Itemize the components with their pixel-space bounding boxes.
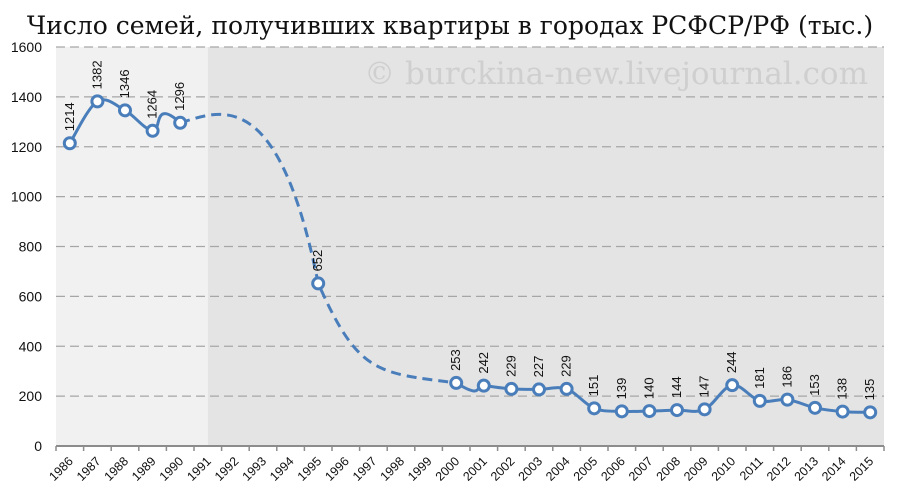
data-point-marker [62,136,77,151]
x-tick-label: 1994 [267,454,297,484]
data-label: 139 [614,378,629,400]
x-tick-label: 1996 [322,454,352,484]
x-tick-label: 1997 [350,454,380,484]
data-label: 144 [669,376,684,398]
data-label: 186 [779,366,794,388]
data-label: 140 [641,377,656,399]
x-tick-label: 2012 [764,454,794,484]
x-tick-label: 1989 [129,454,159,484]
x-axis: 1986198719881989199019911992199319941995… [46,445,885,484]
data-label: 153 [807,374,822,396]
x-tick-label: 1995 [295,454,325,484]
data-point-marker [614,404,629,419]
x-tick-label: 2004 [543,454,573,484]
x-tick-label: 1990 [157,454,187,484]
data-label: 227 [531,356,546,378]
data-label: 151 [586,375,601,397]
data-label: 253 [448,349,463,371]
y-tick-label: 1600 [11,39,42,55]
x-tick-label: 1991 [184,454,214,484]
data-point-marker [476,378,491,393]
data-label: 1296 [172,82,187,111]
y-tick-label: 600 [19,288,43,304]
data-label: 652 [310,250,325,272]
data-labels: 1214 1382 1346 1264 1296 652 253 242 229 227 229 15… [62,60,877,400]
data-label: 242 [476,352,491,374]
data-label: 1214 [62,102,77,131]
x-tick-label: 1987 [74,454,104,484]
x-tick-label: 2000 [433,454,463,484]
x-tick-label: 2006 [598,454,628,484]
x-tick-label: 2008 [654,454,684,484]
data-point-marker [725,378,740,393]
data-series [62,94,878,420]
data-point-marker [532,382,546,397]
y-tick-label: 200 [19,388,43,404]
data-point-marker [559,381,574,396]
data-label: 135 [862,379,877,401]
data-point-marker [808,400,822,415]
x-tick-label: 2015 [847,454,877,484]
data-point-marker [835,404,850,419]
data-point-marker [504,381,519,396]
watermark: © burckina-new.livejournal.com [364,56,868,92]
data-point-marker [587,401,602,416]
x-tick-label: 2009 [681,454,711,484]
y-tick-label: 1200 [11,139,42,155]
y-tick-label: 400 [19,338,43,354]
x-tick-label: 2005 [571,454,601,484]
x-tick-label: 2003 [516,454,546,484]
x-tick-label: 1998 [378,454,408,484]
gridlines [56,46,884,397]
data-point-marker [670,403,684,418]
y-tick-label: 1400 [11,89,42,105]
y-tick-label: 800 [19,239,43,255]
data-point-marker [449,375,464,390]
data-point-marker [863,405,878,420]
data-label: 1346 [117,69,132,98]
x-tick-label: 2002 [488,454,518,484]
x-tick-label: 2011 [737,454,766,483]
x-tick-label: 1993 [240,454,270,484]
y-tick-label: 0 [34,438,42,454]
data-label: 229 [559,355,574,377]
data-label: 147 [697,376,712,398]
data-label: 1382 [89,60,104,89]
data-point-marker [311,276,326,291]
interpolated-dashed-line [179,112,457,385]
data-label: 1264 [145,90,160,119]
data-point-marker [642,404,657,419]
x-tick-label: 2007 [626,454,656,484]
x-tick-label: 1999 [405,454,435,484]
x-tick-label: 1986 [46,454,76,484]
x-tick-label: 2001 [460,454,490,484]
x-tick-label: 2013 [792,454,822,484]
data-point-marker [697,402,712,417]
data-point-marker [118,103,132,118]
x-tick-label: 2010 [709,454,739,484]
data-label: 181 [752,367,767,389]
y-tick-label: 1000 [11,189,42,205]
data-point-marker [145,123,160,138]
data-label: 138 [835,378,850,400]
data-point-marker [90,94,105,109]
data-line [68,98,871,414]
data-point-marker [173,115,188,130]
x-tick-label: 2014 [819,454,849,484]
data-label: 229 [503,355,518,377]
y-axis: 0 200 400 600 800 1000 1200 1400 1600 [11,39,42,454]
data-point-marker [752,393,767,408]
chart-title: Число семей, получивших квартиры в город… [27,11,873,40]
data-point-marker [780,392,795,407]
data-label: 244 [724,351,739,373]
x-tick-label: 1988 [102,454,132,484]
x-tick-label: 1992 [212,454,242,484]
